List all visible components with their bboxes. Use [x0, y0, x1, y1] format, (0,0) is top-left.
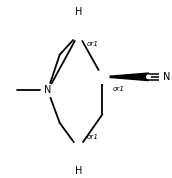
- Text: or1: or1: [87, 41, 99, 47]
- Text: or1: or1: [113, 86, 125, 92]
- Text: or1: or1: [87, 134, 99, 140]
- Circle shape: [147, 75, 150, 78]
- Circle shape: [72, 142, 85, 155]
- Circle shape: [72, 28, 85, 41]
- Text: H: H: [75, 7, 82, 17]
- Polygon shape: [102, 73, 148, 81]
- Text: H: H: [75, 166, 82, 176]
- Text: N: N: [44, 85, 51, 95]
- Circle shape: [41, 84, 54, 97]
- Text: N: N: [163, 72, 170, 82]
- Circle shape: [96, 70, 109, 83]
